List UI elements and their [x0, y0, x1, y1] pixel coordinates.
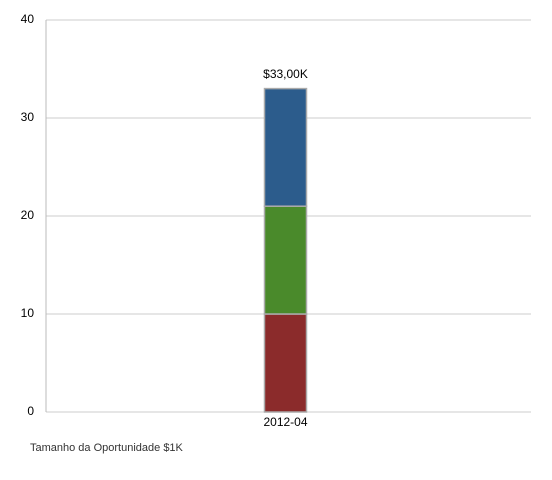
x-tick-label: 2012-04: [263, 415, 307, 429]
bar-segment: [263, 87, 308, 207]
y-tick-label: 10: [21, 306, 35, 320]
y-tick-label: 30: [21, 110, 35, 124]
bar-segment: [263, 205, 308, 315]
y-tick-label: 20: [21, 208, 35, 222]
y-tick-label: 0: [27, 404, 34, 418]
total-label: $33,00K: [263, 67, 308, 81]
y-tick-label: 40: [21, 12, 35, 26]
footnote: Tamanho da Oportunidade $1K: [30, 442, 184, 454]
bar-segment: [263, 313, 308, 413]
